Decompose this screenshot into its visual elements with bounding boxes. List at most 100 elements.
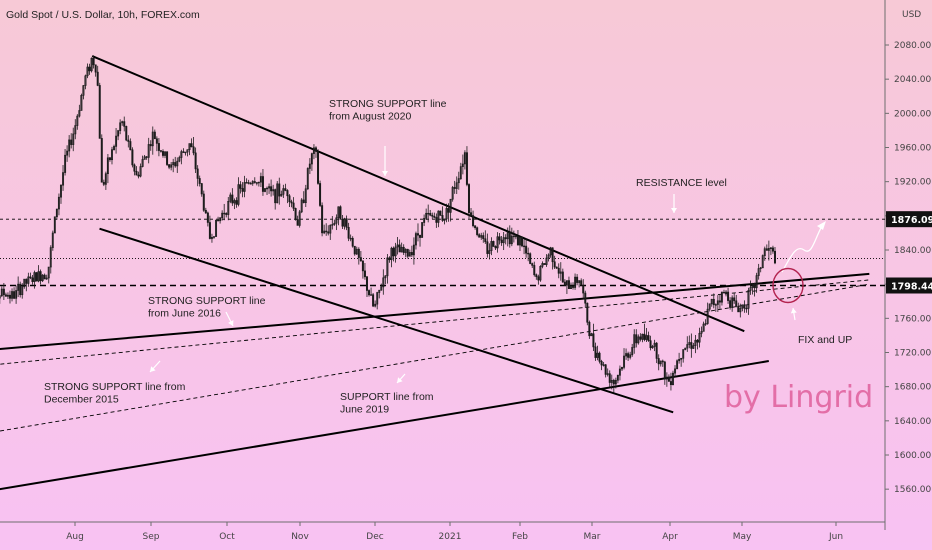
candle bbox=[547, 253, 550, 262]
candle bbox=[463, 150, 466, 170]
candle bbox=[243, 175, 246, 198]
candle bbox=[341, 214, 344, 229]
candle bbox=[166, 151, 169, 167]
candle bbox=[170, 162, 173, 171]
candle bbox=[747, 287, 750, 315]
candle bbox=[121, 120, 124, 126]
candle bbox=[733, 292, 736, 304]
candle bbox=[592, 323, 595, 352]
candle bbox=[659, 360, 662, 367]
candle bbox=[84, 74, 87, 90]
candle bbox=[378, 289, 381, 299]
candle bbox=[665, 372, 668, 387]
candle bbox=[396, 237, 399, 255]
candle bbox=[692, 342, 695, 349]
candle bbox=[188, 143, 191, 156]
strong-support-december-2015: December 2015 bbox=[44, 394, 119, 406]
candle bbox=[641, 333, 644, 343]
candle bbox=[82, 85, 85, 100]
candle bbox=[245, 178, 248, 184]
candle bbox=[429, 209, 432, 217]
candle bbox=[559, 262, 562, 281]
candle bbox=[771, 245, 774, 254]
candle bbox=[435, 213, 438, 228]
candle bbox=[233, 198, 236, 210]
candle bbox=[382, 269, 385, 295]
candle bbox=[508, 225, 511, 248]
candle bbox=[684, 347, 687, 351]
candle bbox=[394, 242, 397, 263]
candle bbox=[290, 199, 293, 208]
candle bbox=[376, 291, 379, 310]
strong-support-august-2020: from August 2020 bbox=[329, 111, 411, 123]
candle bbox=[443, 218, 446, 225]
candle bbox=[608, 370, 611, 387]
candle bbox=[184, 151, 187, 156]
candle bbox=[235, 197, 238, 208]
candle bbox=[374, 300, 377, 308]
arrow-head bbox=[397, 377, 403, 383]
candle bbox=[578, 280, 581, 288]
candle bbox=[651, 344, 654, 349]
candle bbox=[582, 279, 585, 300]
candle bbox=[706, 302, 709, 325]
candle bbox=[298, 209, 301, 228]
candle bbox=[76, 114, 79, 130]
candle bbox=[594, 342, 597, 361]
time-axis[interactable]: Aug Sep Oct Nov Dec 2021 Feb Mar Apr May Jun bbox=[66, 522, 843, 542]
candle bbox=[580, 278, 583, 286]
candle bbox=[773, 247, 776, 265]
candle bbox=[174, 156, 177, 168]
candle bbox=[19, 281, 22, 298]
candle bbox=[533, 261, 536, 277]
candle bbox=[412, 237, 415, 265]
candle bbox=[6, 292, 9, 299]
candle bbox=[500, 235, 503, 246]
candle bbox=[339, 205, 342, 220]
candle bbox=[70, 133, 73, 149]
candle bbox=[482, 232, 485, 243]
candle bbox=[523, 239, 526, 255]
support-june-2016-line bbox=[0, 272, 870, 351]
arrow-head bbox=[790, 308, 797, 314]
candle bbox=[45, 274, 48, 280]
candle bbox=[329, 224, 332, 240]
candle bbox=[425, 208, 428, 220]
candle bbox=[247, 179, 250, 185]
candle bbox=[272, 184, 275, 196]
upper-channel-line bbox=[91, 55, 745, 333]
candle bbox=[80, 93, 83, 111]
candle bbox=[47, 266, 50, 284]
candle bbox=[17, 276, 20, 298]
candle bbox=[739, 303, 742, 318]
candle bbox=[629, 351, 632, 360]
time-tick-label: May bbox=[733, 532, 752, 542]
time-tick-label: Aug bbox=[66, 532, 84, 542]
candle bbox=[433, 212, 436, 219]
lower-channel-line bbox=[99, 227, 674, 414]
candle bbox=[263, 188, 266, 193]
candle bbox=[631, 343, 634, 357]
candle bbox=[606, 368, 609, 377]
candle bbox=[39, 269, 42, 285]
candle bbox=[361, 260, 364, 279]
candle bbox=[212, 236, 215, 239]
candle bbox=[759, 266, 762, 273]
candle bbox=[549, 246, 552, 258]
candle bbox=[190, 138, 193, 148]
candle bbox=[72, 127, 75, 152]
candle bbox=[406, 248, 409, 259]
candle bbox=[13, 287, 16, 300]
horizontal-levels bbox=[0, 218, 885, 287]
time-tick-label: Oct bbox=[219, 532, 235, 542]
candle bbox=[35, 272, 38, 282]
candle bbox=[492, 240, 495, 247]
candle bbox=[249, 181, 252, 185]
price-axis[interactable]: 2080.002040.002000.001960.001920.001880.… bbox=[885, 41, 932, 495]
candle bbox=[129, 138, 132, 151]
candle bbox=[372, 292, 375, 308]
candle bbox=[2, 282, 5, 301]
candle bbox=[323, 224, 326, 235]
candle bbox=[543, 263, 546, 265]
